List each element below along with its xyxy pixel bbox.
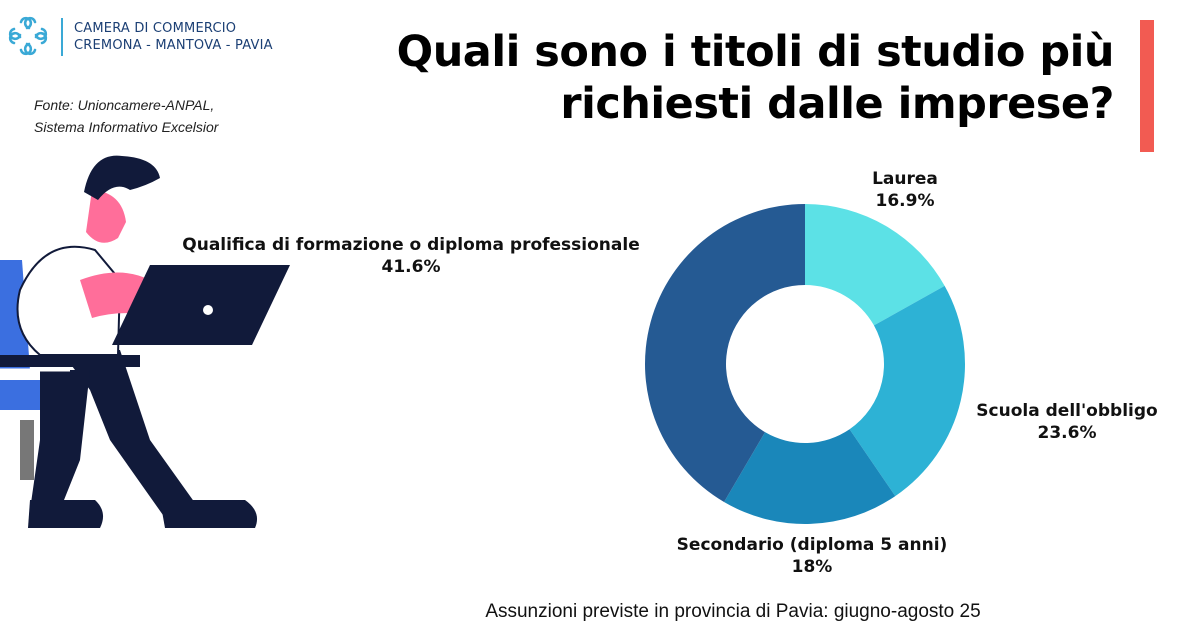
- accent-bar: [1140, 20, 1154, 152]
- title-line-2: richiesti dalle imprese?: [560, 79, 1114, 129]
- person-laptop-illustration: [0, 155, 290, 528]
- donut-slice-3: [645, 204, 805, 503]
- slice-label-name: Scuola dell'obbligo: [976, 401, 1158, 421]
- slice-label-value: 41.6%: [381, 257, 441, 277]
- slice-label-value: 16.9%: [875, 191, 935, 211]
- donut-slice-1: [849, 285, 965, 497]
- donut-slice-0: [805, 204, 945, 326]
- logo-divider: [61, 18, 63, 56]
- slice-label-3: Qualifica di formazione o diploma profes…: [182, 234, 639, 278]
- source-note: Fonte: Unioncamere-ANPAL, Sistema Inform…: [34, 94, 218, 138]
- page-title: Quali sono i titoli di studio più richie…: [396, 26, 1115, 130]
- title-line-1: Quali sono i titoli di studio più: [396, 27, 1115, 77]
- source-line-1: Fonte: Unioncamere-ANPAL,: [34, 97, 215, 113]
- slice-label-name: Secondario (diploma 5 anni): [676, 535, 948, 555]
- organization-name: CAMERA DI COMMERCIO CREMONA - MANTOVA - …: [74, 20, 273, 54]
- slice-label-value: 18%: [791, 557, 833, 577]
- source-line-2: Sistema Informativo Excelsior: [34, 119, 219, 135]
- footer-caption: Assunzioni previste in provincia di Pavi…: [485, 601, 981, 622]
- donut-slice-2: [724, 429, 896, 524]
- slice-label-name: Laurea: [872, 169, 938, 189]
- slice-label-2: Secondario (diploma 5 anni) 18%: [677, 534, 948, 578]
- org-line-2: CREMONA - MANTOVA - PAVIA: [74, 38, 273, 53]
- slice-label-value: 23.6%: [1037, 423, 1097, 443]
- slice-label-name: Qualifica di formazione o diploma profes…: [182, 235, 640, 255]
- chamber-logo-icon: [8, 16, 48, 56]
- slice-label-1: Scuola dell'obbligo 23.6%: [976, 400, 1157, 444]
- org-line-1: CAMERA DI COMMERCIO: [74, 21, 237, 36]
- slice-label-0: Laurea 16.9%: [872, 168, 938, 212]
